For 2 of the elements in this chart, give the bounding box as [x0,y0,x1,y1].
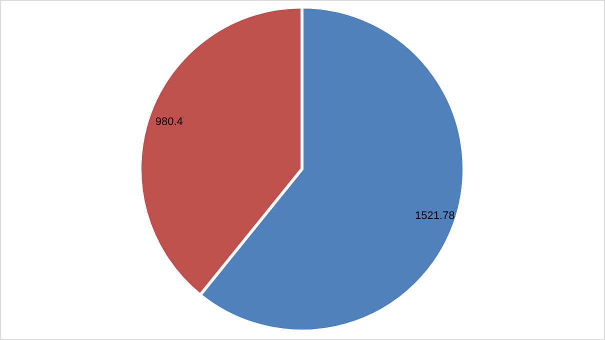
data-label: 1521.78 [414,210,455,222]
data-label: 980.4 [155,116,183,128]
